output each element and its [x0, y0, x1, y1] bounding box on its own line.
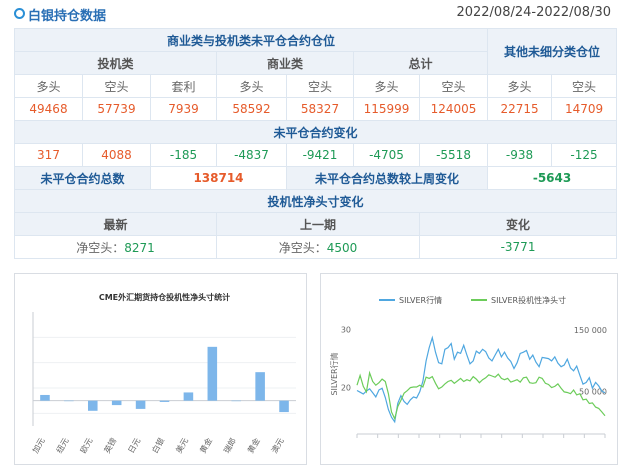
bar [207, 346, 218, 401]
net-position-line [356, 370, 606, 421]
bar [183, 392, 194, 401]
position-value: 58592 [216, 97, 287, 121]
circle-bullet-icon [14, 8, 25, 19]
silver-chart-panel: SILVER行情 SILVER投机性净头寸 30 20 150 000 50 000 SIL… [320, 273, 618, 465]
column-header: 空头 [82, 74, 151, 98]
x-tick-label: 黄金 [197, 436, 214, 455]
change-value: -5518 [418, 143, 489, 167]
column-header: 空头 [551, 74, 618, 98]
bar [279, 400, 289, 413]
column-header: 多头 [14, 74, 83, 98]
bar [111, 400, 122, 406]
net-short-previous-value: 4500 [326, 240, 358, 255]
page-header: 白银持仓数据 2022/08/24-2022/08/30 [0, 0, 629, 28]
x-tick-label: 美元 [173, 436, 190, 455]
position-value: 57739 [82, 97, 151, 121]
bar [135, 400, 146, 409]
positions-table: 商业类与投机类未平仓合约仓位 其他未细分类仓位 投机类 商业类 总计 多头 空头… [13, 28, 618, 259]
silver-price-line [356, 335, 606, 424]
page-title: 白银持仓数据 [28, 9, 107, 24]
right-tick-label: 150 000 [574, 326, 607, 335]
bar [64, 400, 74, 402]
total-open-interest-label: 未平仓合约总数 [14, 166, 151, 190]
bar [231, 400, 242, 402]
left-tick-label: 30 [341, 326, 351, 335]
net-short-latest-value: 8271 [124, 240, 155, 255]
change-value-row: 317 4088 -185 -4837 -9421 -4705 -5518 -9… [14, 143, 618, 167]
previous-net-short: 净空头：4500 [216, 235, 420, 259]
change-value: -4705 [353, 143, 420, 167]
position-value: 115999 [353, 97, 420, 121]
column-header: 多头 [353, 74, 420, 98]
bar [40, 394, 50, 401]
positions-value-row: 49468 57739 7939 58592 58327 115999 1240… [14, 97, 618, 121]
left-tick-label: 20 [341, 384, 351, 393]
weekly-change-label: 未平仓合约总数较上周变化 [285, 166, 489, 190]
change-section-header: 未平仓合约变化 [13, 120, 618, 144]
change-value: -185 [150, 143, 217, 167]
totals-row: 未平仓合约总数 138714 未平仓合约总数较上周变化 -5643 [14, 166, 618, 190]
chart-title: CME外汇期货持仓投机性净头寸统计 [99, 292, 230, 302]
position-value: 7939 [150, 97, 217, 121]
column-header: 多头 [487, 74, 553, 98]
x-tick-label: 英镑 [102, 436, 119, 455]
x-tick-label: 纽元 [54, 436, 71, 455]
net-short-label: 净空头： [76, 240, 125, 255]
column-header: 空头 [286, 74, 354, 98]
x-tick-label: 日元 [127, 437, 143, 455]
position-value: 58327 [286, 97, 354, 121]
change-value: -938 [487, 143, 553, 167]
y-axis-label: SILVER行情 [329, 352, 339, 395]
bar [87, 400, 98, 411]
x-tick-label: 澳元 [269, 436, 286, 455]
silver-line-chart: SILVER行情 SILVER投机性净头寸 30 20 150 000 50 000 SIL… [329, 295, 607, 438]
bar [159, 400, 170, 402]
bar [255, 372, 265, 401]
net-position-chart-panel: CME外汇期货持仓投机性净头寸统计 加元 纽元 欧元 英镑 日元 白银 美元 黄金 瑞郎 黄金 澳元 [14, 273, 307, 465]
commercial-speculative-header: 商业类与投机类未平仓合约仓位 [13, 28, 489, 52]
date-range: 2022/08/24-2022/08/30 [456, 5, 611, 20]
column-header: 空头 [418, 74, 489, 98]
total-group-header: 总计 [352, 51, 489, 75]
x-tick-label: 欧元 [78, 436, 95, 455]
column-header-row: 多头 空头 套利 多头 空头 多头 空头 多头 空头 [14, 74, 618, 98]
x-tick-label: 黄金 [245, 436, 262, 455]
column-header: 套利 [150, 74, 217, 98]
speculative-group-header: 投机类 [14, 51, 217, 75]
weekly-change-value: -5643 [487, 166, 618, 190]
change-value: -9421 [286, 143, 354, 167]
change-value: -4837 [216, 143, 287, 167]
x-tick-label: 白银 [150, 436, 167, 455]
net-position-section-header: 投机性净头寸变化 [13, 189, 618, 213]
previous-header: 上一期 [216, 212, 420, 236]
legend-label: SILVER投机性净头寸 [491, 295, 566, 305]
change-value: -125 [551, 143, 618, 167]
total-open-interest-value: 138714 [150, 166, 287, 190]
change-header: 变化 [418, 212, 618, 236]
net-short-change-value: -3771 [418, 235, 618, 259]
x-tick-label: 瑞郎 [221, 436, 238, 455]
position-value: 22715 [487, 97, 553, 121]
position-value: 14709 [551, 97, 618, 121]
latest-header: 最新 [14, 212, 217, 236]
change-value: 317 [14, 143, 83, 167]
commercial-group-header: 商业类 [216, 51, 354, 75]
x-tick-label: 加元 [30, 436, 47, 455]
net-position-row: 净空头：8271 净空头：4500 -3771 [14, 235, 618, 259]
right-tick-label: 50 000 [579, 387, 607, 396]
position-value: 124005 [418, 97, 489, 121]
column-header: 多头 [216, 74, 287, 98]
other-positions-header: 其他未细分类仓位 [487, 28, 618, 75]
latest-net-short: 净空头：8271 [14, 235, 217, 259]
change-value: 4088 [82, 143, 151, 167]
net-short-label: 净空头： [278, 240, 327, 255]
legend-label: SILVER行情 [399, 295, 442, 305]
position-value: 49468 [14, 97, 83, 121]
